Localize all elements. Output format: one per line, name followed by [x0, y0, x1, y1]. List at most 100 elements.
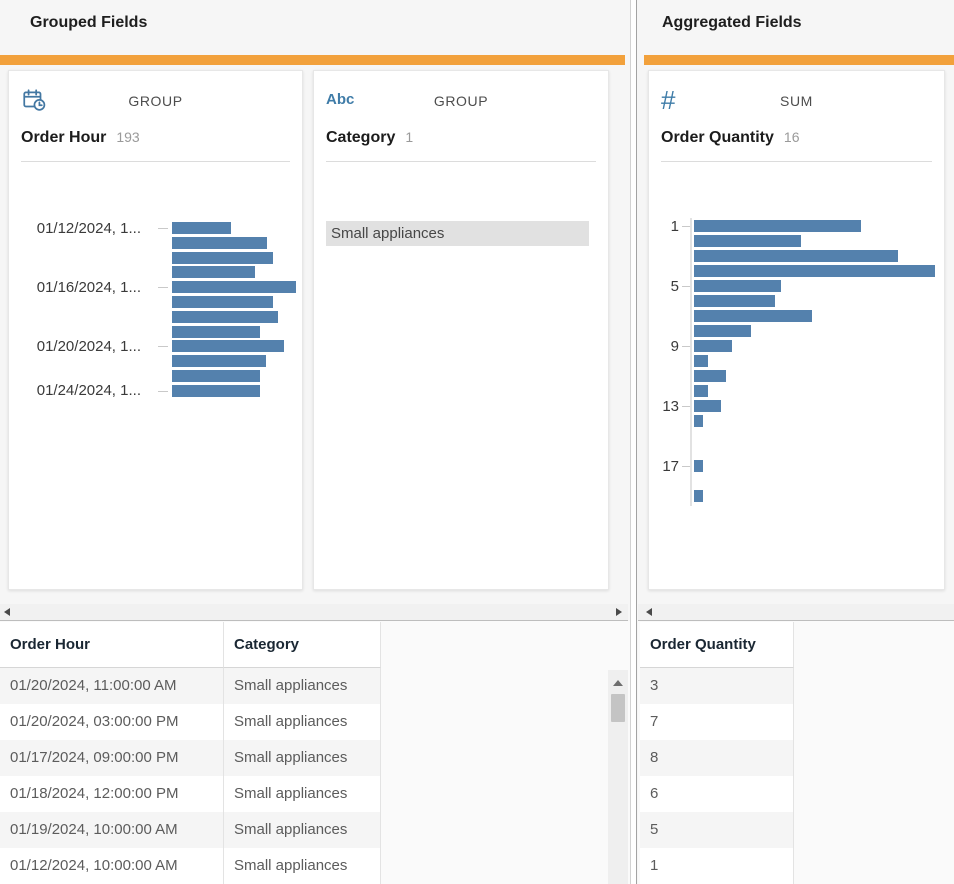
histogram-bar[interactable]: [172, 251, 273, 264]
histogram-bar[interactable]: [172, 222, 231, 234]
histogram-bar[interactable]: [694, 370, 726, 382]
table-cell[interactable]: 8: [640, 740, 794, 776]
column-header[interactable]: Category: [224, 622, 381, 668]
scroll-right-icon[interactable]: [616, 608, 622, 616]
axis-tick-label: 01/24/2024, 1...: [36, 382, 141, 400]
histogram-bar[interactable]: [694, 265, 935, 277]
histogram-bar[interactable]: [172, 281, 296, 294]
order-quantity-histogram: 1 5 9 13 17: [649, 71, 944, 589]
histogram-bar[interactable]: [694, 235, 801, 247]
table-cell[interactable]: 01/20/2024, 11:00:00 AM: [0, 668, 224, 704]
aggregation-role-label: GROUP: [128, 93, 183, 109]
aggregated-fields-title: Aggregated Fields: [662, 14, 802, 31]
table-cell[interactable]: Small appliances: [224, 848, 381, 884]
table-cell[interactable]: 01/17/2024, 09:00:00 PM: [0, 740, 224, 776]
table-cell[interactable]: 01/12/2024, 10:00:00 AM: [0, 848, 224, 884]
card-divider: [661, 161, 932, 162]
distinct-count: 1: [405, 129, 414, 145]
histogram-bar[interactable]: [694, 220, 861, 232]
axis-tick: [682, 226, 690, 227]
table-cell[interactable]: 01/18/2024, 12:00:00 PM: [0, 776, 224, 812]
table-cell[interactable]: Small appliances: [224, 776, 381, 812]
histogram-bar[interactable]: [694, 400, 721, 412]
table-cell[interactable]: 5: [640, 812, 794, 848]
order-hour-histogram: 01/12/2024, 1... 01/16/2024, 1... 01/20/20…: [9, 71, 302, 589]
scroll-left-icon[interactable]: [4, 608, 10, 616]
axis-tick-label: 17: [662, 457, 679, 475]
histogram-bar[interactable]: [172, 236, 267, 249]
table-cell[interactable]: 6: [640, 776, 794, 812]
table-cell[interactable]: Small appliances: [224, 668, 381, 704]
field-name: Order Hour: [21, 129, 107, 146]
table-cell[interactable]: Small appliances: [224, 704, 381, 740]
scroll-up-icon[interactable]: [613, 680, 623, 686]
card-divider: [21, 161, 290, 162]
accent-bar-right: [644, 55, 954, 65]
field-name: Category: [326, 129, 396, 146]
axis-tick-label: 5: [670, 277, 679, 295]
histogram-bar[interactable]: [694, 355, 708, 367]
scroll-left-icon[interactable]: [646, 608, 652, 616]
table-cell[interactable]: Small appliances: [224, 812, 381, 848]
axis-tick-label: 1: [670, 217, 679, 235]
distinct-count: 193: [116, 129, 140, 145]
table-cell[interactable]: 7: [640, 704, 794, 740]
number-sign-icon: #: [661, 85, 676, 115]
axis-line: [690, 218, 692, 506]
axis-tick: [158, 228, 168, 229]
column-header[interactable]: Order Quantity: [640, 622, 794, 668]
axis-tick: [158, 346, 168, 348]
histogram-bar[interactable]: [694, 250, 898, 262]
axis-tick-label: 01/12/2024, 1...: [36, 219, 141, 237]
field-card-category[interactable]: Abc GROUP Category 1 Small appliances: [313, 70, 609, 590]
histogram-bar[interactable]: [172, 266, 255, 279]
aggregation-role-label: GROUP: [433, 93, 489, 109]
histogram-bar[interactable]: [694, 325, 751, 337]
axis-tick: [682, 466, 690, 467]
category-value-small-appliances[interactable]: Small appliances: [326, 221, 589, 246]
histogram-bar[interactable]: [694, 310, 812, 322]
histogram-bar[interactable]: [172, 384, 260, 397]
table-cell[interactable]: 01/19/2024, 10:00:00 AM: [0, 812, 224, 848]
field-card-order-quantity[interactable]: # SUM Order Quantity 16 1 5 9 13 17: [648, 70, 945, 590]
aggregated-data-grid: Order Quantity 3 7 8 6 5 1: [640, 622, 954, 884]
histogram-bar[interactable]: [694, 460, 703, 472]
histogram-bar[interactable]: [172, 310, 278, 323]
axis-tick: [682, 406, 690, 407]
vertical-scrollbar[interactable]: [608, 670, 628, 884]
grouped-fields-title: Grouped Fields: [30, 14, 148, 31]
table-cell[interactable]: 3: [640, 668, 794, 704]
histogram-bar[interactable]: [694, 385, 708, 397]
column-header[interactable]: Order Hour: [0, 622, 224, 668]
field-name: Order Quantity: [661, 129, 774, 146]
histogram-bar[interactable]: [694, 415, 703, 427]
card-divider: [326, 161, 596, 162]
histogram-bar[interactable]: [172, 340, 284, 353]
table-cell[interactable]: 01/20/2024, 03:00:00 PM: [0, 704, 224, 740]
horizontal-scrollbar-left[interactable]: [0, 604, 628, 621]
horizontal-scrollbar-right[interactable]: [638, 604, 954, 621]
axis-tick-label: 13: [662, 397, 679, 415]
accent-bar-left: [0, 55, 625, 65]
table-cell[interactable]: 1: [640, 848, 794, 884]
histogram-bar[interactable]: [694, 295, 775, 307]
histogram-bar[interactable]: [172, 370, 260, 382]
panel-splitter[interactable]: [630, 0, 637, 884]
histogram-bar[interactable]: [172, 296, 273, 308]
axis-tick: [682, 286, 690, 287]
histogram-bar[interactable]: [694, 490, 703, 502]
field-card-order-hour[interactable]: GROUP Order Hour 193 01/12/2024, 1... 01/1…: [8, 70, 303, 590]
histogram-bar[interactable]: [694, 340, 732, 352]
datetime-icon: [21, 87, 47, 113]
grouped-data-grid: Order Hour Category 01/20/2024, 11:00:00 A…: [0, 622, 608, 884]
scrollbar-thumb[interactable]: [611, 694, 625, 722]
histogram-bar[interactable]: [172, 355, 266, 368]
axis-tick-label: 01/20/2024, 1...: [36, 337, 141, 355]
histogram-bar[interactable]: [694, 280, 781, 292]
table-cell[interactable]: Small appliances: [224, 740, 381, 776]
distinct-count: 16: [783, 129, 800, 145]
axis-tick-label: 01/16/2024, 1...: [36, 278, 141, 296]
axis-tick: [158, 287, 168, 289]
histogram-bar[interactable]: [172, 325, 260, 338]
